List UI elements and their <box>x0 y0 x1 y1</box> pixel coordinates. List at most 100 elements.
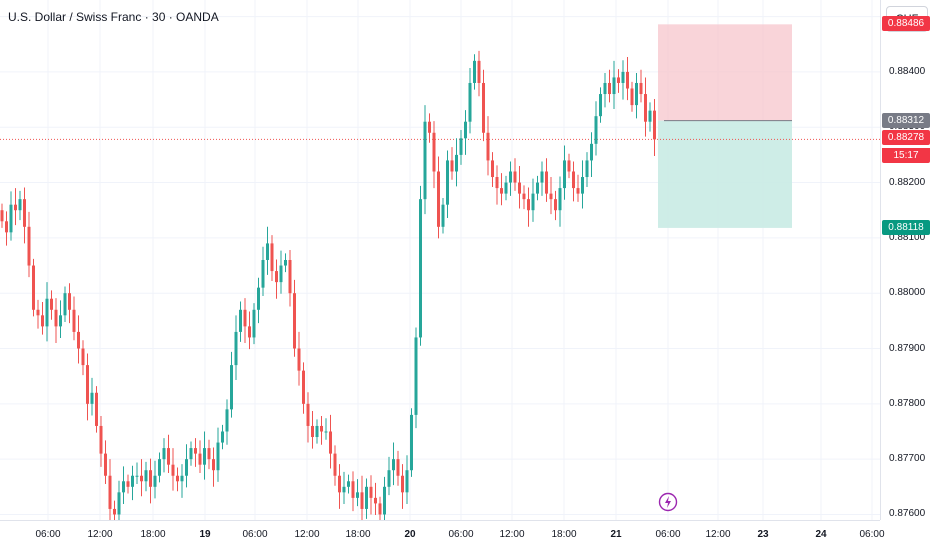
chart-pane[interactable]: U.S. Dollar / Swiss Franc · 30 · OANDA <box>0 0 880 520</box>
candle-body <box>113 508 116 515</box>
candle-body <box>527 199 530 211</box>
candle-body <box>531 193 535 211</box>
price-tick: 0.87900 <box>889 342 926 354</box>
candle-body <box>509 171 512 183</box>
candle-body <box>405 470 409 493</box>
candle-body <box>549 193 553 200</box>
candle-body <box>450 160 454 172</box>
candle-body <box>572 171 575 189</box>
candle-body <box>459 138 463 155</box>
time-tick: 18:00 <box>345 529 371 540</box>
candle-body <box>176 475 179 482</box>
candle-body <box>648 110 652 122</box>
candle-body <box>513 171 517 183</box>
time-tick: 18:00 <box>551 529 577 540</box>
stop-loss-price-badge[interactable]: 0.88486 <box>882 16 930 32</box>
candle-body <box>32 265 35 310</box>
take-profit-price-badge[interactable]: 0.88118 <box>882 219 930 235</box>
candle-body <box>9 204 13 233</box>
candle-body <box>324 431 328 433</box>
candle-body <box>518 182 521 194</box>
candle-body <box>153 475 157 487</box>
countdown-badge: 15:17 <box>882 148 930 164</box>
candle-body <box>356 492 359 498</box>
candle-body <box>617 77 620 83</box>
candle-body <box>360 492 364 509</box>
candle-body <box>297 348 301 371</box>
candle-body <box>374 497 377 504</box>
lightning-icon[interactable] <box>658 492 678 512</box>
time-tick: 06:00 <box>242 529 268 540</box>
candle-body <box>144 470 148 482</box>
candle-body <box>225 409 229 432</box>
time-tick: 12:00 <box>294 529 320 540</box>
candle-body <box>189 448 193 460</box>
candle-body <box>149 470 152 487</box>
candle-body <box>243 309 247 327</box>
candle-body <box>63 293 67 316</box>
time-tick: 24 <box>815 529 827 540</box>
candle-body <box>36 309 40 316</box>
price-tick: 0.88200 <box>889 176 926 188</box>
candle-body <box>392 459 395 471</box>
candle-body <box>23 199 26 227</box>
candle-body <box>414 337 418 415</box>
candle-body <box>387 470 391 487</box>
candle-body <box>428 121 431 133</box>
candle-body <box>59 315 62 327</box>
candle-body <box>333 453 337 476</box>
candle-body <box>621 71 625 83</box>
candle-body <box>594 116 598 144</box>
candle-body <box>14 204 17 211</box>
symbol-title[interactable]: U.S. Dollar / Swiss Franc · 30 · OANDA <box>8 10 219 24</box>
candle-body <box>401 475 404 493</box>
take-profit-zone[interactable] <box>658 120 792 228</box>
price-tick: 0.88100 <box>889 231 926 243</box>
candle-body <box>140 475 143 482</box>
candle-body <box>302 370 305 404</box>
candle-body <box>563 160 566 189</box>
candle-body <box>558 188 562 211</box>
time-tick: 18:00 <box>140 529 166 540</box>
candle-body <box>5 221 8 233</box>
candle-body <box>396 459 400 476</box>
candle-body <box>644 94 647 122</box>
candle-body <box>248 326 251 338</box>
candle-body <box>581 177 584 194</box>
candle-body <box>329 431 332 454</box>
candle-body <box>320 425 323 432</box>
candle-body <box>432 132 436 172</box>
time-tick: 06:00 <box>655 529 681 540</box>
candle-body <box>590 143 593 161</box>
stop-loss-zone[interactable] <box>658 24 792 121</box>
candle-body <box>342 486 346 493</box>
candle-body <box>99 425 103 454</box>
candle-body <box>270 243 274 272</box>
candle-body <box>216 442 220 471</box>
candle-body <box>86 365 89 404</box>
last-price-badge[interactable]: 0.88278 <box>882 130 930 146</box>
candle-body <box>603 82 607 95</box>
time-axis[interactable]: 06:00 12:00 18:00 19 06:00 12:00 18:00 20 06:00 1… <box>0 520 885 551</box>
candle-body <box>500 188 503 194</box>
chart-canvas[interactable] <box>0 0 880 520</box>
candle-body <box>185 459 188 476</box>
candle-body <box>630 88 634 106</box>
candle-body <box>252 309 256 338</box>
candle-body <box>419 199 422 338</box>
candle-body <box>126 481 130 487</box>
candle-body <box>491 160 494 178</box>
candle-body <box>635 82 638 106</box>
candle-body <box>198 453 202 465</box>
candle-body <box>122 481 125 493</box>
price-axis[interactable]: 0.885000.884000.883000.882000.881000.880… <box>880 0 932 520</box>
time-tick: 06:00 <box>448 529 474 540</box>
entry-price-badge[interactable]: 0.88312 <box>882 112 930 128</box>
candle-body <box>612 77 616 95</box>
candle-body <box>504 182 508 194</box>
candle-body <box>599 94 602 117</box>
candle-body <box>306 403 310 426</box>
candle-body <box>108 475 112 509</box>
candle-series <box>0 50 656 520</box>
price-tick: 0.87700 <box>889 453 926 465</box>
